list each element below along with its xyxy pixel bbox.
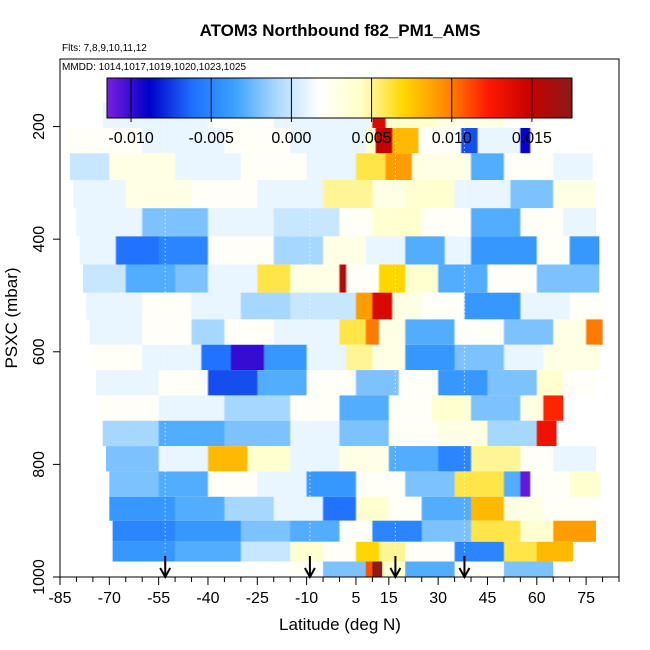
colorbar-tick-label: -0.005	[189, 130, 234, 147]
heatmap-layer	[76, 208, 596, 237]
x-tick-label: 5	[351, 590, 360, 607]
down-arrow	[458, 556, 471, 580]
x-tick-label: -40	[196, 590, 219, 607]
heatmap-layer	[109, 496, 600, 521]
colorbar-tick-label: -0.010	[108, 130, 153, 147]
heatmap-layer	[112, 541, 573, 562]
x-tick-label: 45	[479, 590, 497, 607]
y-tick-label: 600	[31, 338, 48, 365]
dates-label: MMDD: 1014,1017,1019,1020,1023,1025	[62, 62, 246, 73]
heatmap-layer	[286, 561, 554, 577]
chart-title: ATOM3 Northbound f82_PM1_AMS	[200, 21, 481, 40]
x-tick-label: 60	[528, 590, 546, 607]
colorbar-gradient	[106, 77, 573, 119]
y-axis: 200 400 600 800 1000	[31, 113, 60, 595]
flight-arrows	[159, 556, 471, 580]
heatmap-layer	[92, 344, 600, 371]
heatmap-cell	[79, 236, 600, 265]
y-axis-label: PSXC (mbar)	[2, 267, 21, 368]
heatmap-layer	[89, 319, 603, 345]
x-tick-label: -70	[98, 590, 121, 607]
heatmap-cell	[69, 153, 593, 181]
heatmap-cell	[109, 496, 600, 521]
heatmap-cell	[83, 264, 600, 293]
x-tick-label: -55	[147, 590, 170, 607]
heatmap-layer	[66, 127, 550, 154]
y-tick-label: 200	[31, 113, 48, 140]
heatmap-layer	[112, 520, 596, 542]
heatmap-layer	[73, 180, 596, 209]
x-tick-label: 15	[380, 590, 398, 607]
heatmap-layer	[86, 292, 603, 320]
x-tick-label: 30	[429, 590, 447, 607]
heatmap-cell	[102, 420, 557, 447]
x-tick-label: -10	[295, 590, 318, 607]
down-arrow	[389, 556, 402, 580]
y-tick-label: 800	[31, 451, 48, 478]
heatmap-layer	[99, 395, 564, 421]
heatmap-cell	[76, 208, 596, 237]
heatmap-cell	[112, 520, 596, 542]
heatmap-layer	[102, 420, 557, 447]
x-tick-label: 75	[577, 590, 595, 607]
heatmap-cell	[92, 344, 600, 371]
down-arrow	[304, 556, 316, 580]
heatmap-cell	[89, 319, 603, 345]
heatmap-layer	[106, 446, 596, 472]
colorbar-tick-label: 0.010	[432, 130, 472, 147]
heatmap-cell	[106, 446, 596, 472]
flights-label: Flts: 7,8,9,10,11,12	[62, 43, 147, 54]
colorbar-tick-label: 0.000	[271, 130, 311, 147]
heatmap-cell	[86, 292, 603, 320]
heatmap-cell	[112, 541, 573, 562]
colorbar-tick-label: 0.015	[512, 130, 552, 147]
heatmap-layer	[69, 153, 593, 181]
heatmap-cell	[96, 370, 596, 396]
colorbar-tick-label: 0.005	[352, 130, 392, 147]
heatmap-cell	[73, 180, 596, 209]
colorbar: -0.010 -0.005 0.000 0.005 0.010 0.015	[106, 77, 573, 147]
heatmap-layer	[96, 370, 596, 396]
y-tick-label: 400	[31, 226, 48, 253]
heatmap-cell	[286, 561, 554, 577]
heatmap-layer	[79, 236, 600, 265]
y-tick-label: 1000	[31, 559, 48, 595]
x-axis: -85 -70 -55 -40 -25 -10 5 15 30 45 60 75	[48, 577, 620, 607]
x-axis-label: Latitude (deg N)	[279, 615, 401, 634]
heatmap-cell	[99, 395, 564, 421]
x-tick-label: -85	[48, 590, 71, 607]
heatmap-layer	[83, 264, 600, 293]
heatmap-layers	[66, 102, 603, 577]
heatmap-cell	[66, 127, 550, 154]
heatmap-cell	[109, 471, 600, 497]
heatmap-layer	[109, 471, 600, 497]
x-tick-label: -25	[246, 590, 269, 607]
down-arrow	[159, 556, 172, 580]
